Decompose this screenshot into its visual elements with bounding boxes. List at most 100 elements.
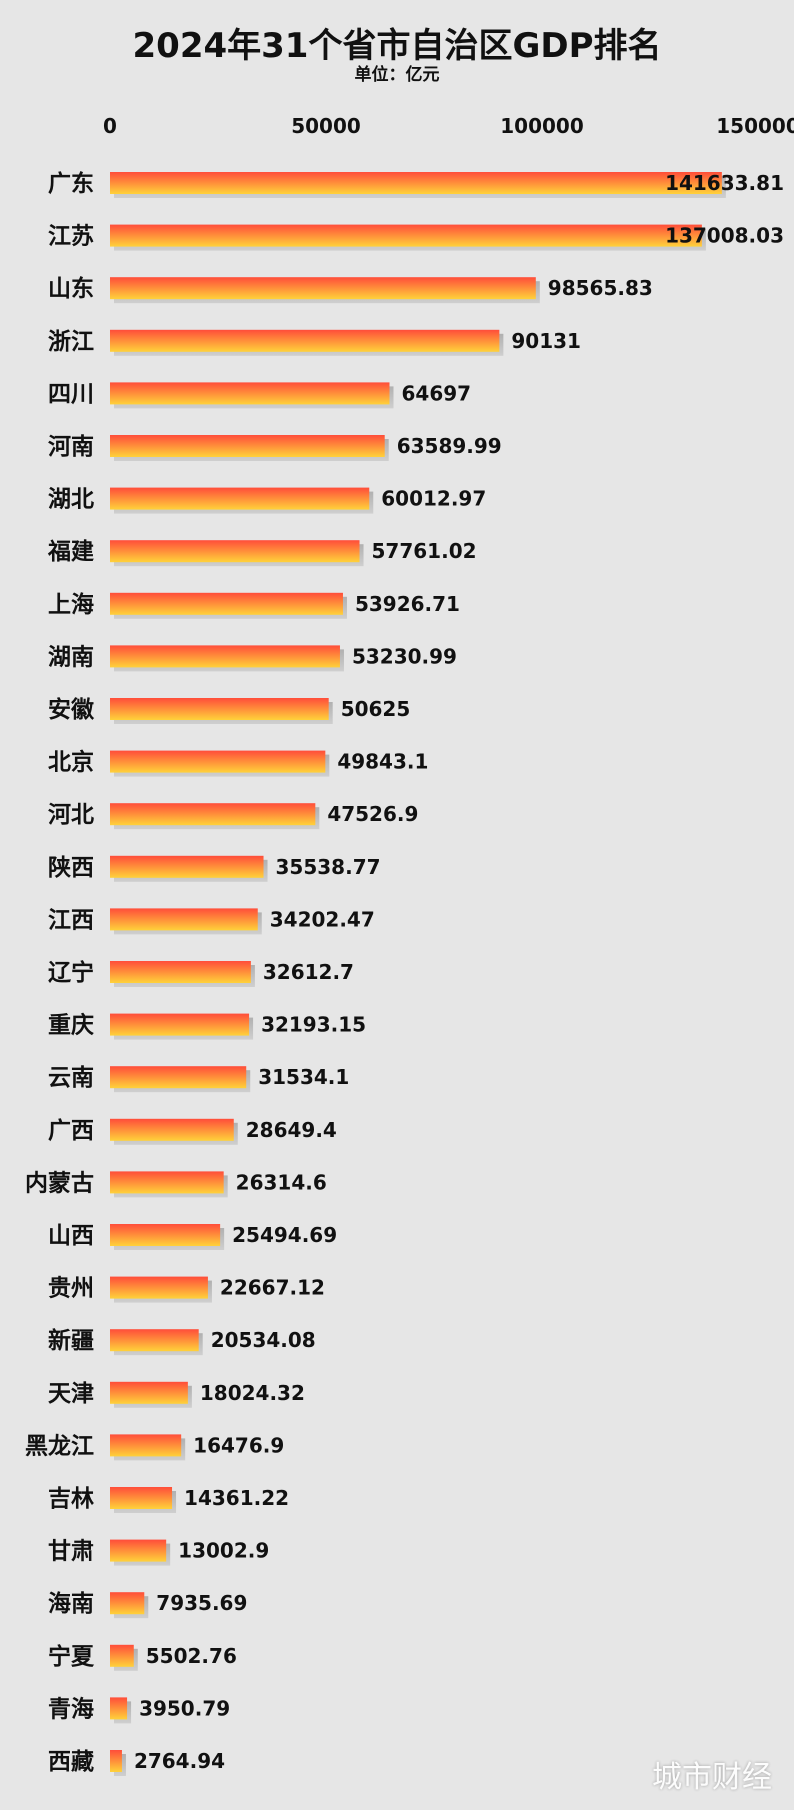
value-label: 16476.9	[193, 1433, 284, 1457]
bar	[110, 277, 536, 300]
bar	[110, 855, 264, 878]
category-label: 黑龙江	[25, 1433, 94, 1459]
value-label: 3950.79	[139, 1696, 230, 1720]
value-label: 13002.9	[178, 1539, 269, 1563]
category-label: 云南	[48, 1065, 94, 1091]
value-label: 57761.02	[372, 539, 477, 563]
bar	[110, 172, 722, 194]
value-label: 28649.4	[246, 1118, 337, 1142]
value-label: 35538.77	[276, 855, 381, 879]
category-label: 浙江	[48, 329, 94, 355]
bar	[110, 1171, 224, 1194]
value-label: 137008.03	[665, 224, 784, 248]
category-label: 山东	[48, 275, 94, 302]
category-label: 青海	[48, 1695, 94, 1722]
x-tick-label: 0	[103, 114, 117, 138]
category-label: 天津	[48, 1380, 94, 1407]
category-label: 江西	[48, 907, 94, 933]
bar	[110, 961, 251, 983]
bar	[110, 1697, 128, 1720]
bar	[110, 1592, 145, 1615]
category-label: 江苏	[48, 224, 94, 250]
value-label: 60012.97	[381, 487, 486, 511]
category-label: 四川	[48, 381, 94, 407]
bar	[110, 382, 390, 405]
x-tick-label: 100000	[500, 114, 584, 138]
bar	[110, 1539, 167, 1562]
value-label: 14361.22	[184, 1486, 289, 1510]
category-label: 上海	[48, 591, 94, 618]
category-label: 广东	[48, 170, 94, 197]
x-tick-label: 150000	[716, 114, 794, 138]
bar	[110, 750, 326, 773]
value-label: 32612.7	[263, 960, 354, 984]
value-label: 7935.69	[156, 1591, 247, 1615]
value-label: 53926.71	[355, 592, 460, 616]
category-label: 西藏	[48, 1749, 94, 1775]
value-label: 22667.12	[220, 1276, 325, 1300]
category-label: 重庆	[48, 1012, 94, 1039]
bar	[110, 540, 360, 563]
category-label: 山西	[48, 1223, 94, 1249]
bar	[110, 1118, 234, 1141]
value-label: 20534.08	[211, 1328, 316, 1352]
bar	[110, 645, 340, 668]
bar	[110, 803, 316, 826]
category-label: 内蒙古	[25, 1170, 94, 1196]
category-label: 安徽	[48, 696, 95, 723]
bar	[110, 1276, 208, 1299]
category-label: 新疆	[48, 1327, 94, 1354]
bar	[110, 435, 385, 457]
value-label: 53230.99	[352, 644, 457, 668]
value-label: 141633.81	[665, 171, 784, 195]
watermark: 城市财经	[652, 1760, 772, 1795]
chart-subtitle: 单位：亿元	[354, 65, 440, 85]
category-label: 吉林	[48, 1485, 94, 1512]
category-label: 福建	[47, 539, 94, 565]
value-label: 26314.6	[236, 1170, 327, 1194]
category-label: 河北	[48, 802, 94, 828]
value-label: 49843.1	[337, 750, 428, 774]
value-label: 2764.94	[134, 1749, 225, 1773]
value-label: 18024.32	[200, 1381, 305, 1405]
bar	[110, 1487, 173, 1509]
category-label: 陕西	[48, 854, 94, 881]
bar	[110, 698, 329, 720]
category-label: 广西	[48, 1117, 94, 1144]
bar	[110, 592, 343, 615]
category-label: 河南	[48, 434, 94, 460]
value-label: 50625	[341, 697, 411, 721]
category-label: 宁夏	[48, 1643, 95, 1670]
value-label: 5502.76	[146, 1644, 237, 1668]
category-label: 辽宁	[48, 959, 94, 986]
bar	[110, 224, 702, 247]
bar	[110, 1434, 182, 1457]
value-label: 34202.47	[270, 907, 375, 931]
category-label: 湖北	[48, 487, 94, 513]
value-label: 25494.69	[232, 1223, 337, 1247]
value-label: 63589.99	[397, 434, 502, 458]
category-label: 湖南	[48, 644, 94, 670]
chart-title: 2024年31个省市自治区GDP排名	[132, 26, 662, 66]
bar	[110, 1381, 188, 1404]
bar	[110, 1329, 199, 1352]
value-label: 98565.83	[548, 276, 653, 300]
value-label: 32193.15	[261, 1013, 366, 1037]
category-label: 甘肃	[48, 1539, 94, 1565]
category-label: 海南	[48, 1590, 94, 1617]
bar	[110, 1013, 250, 1036]
bar	[110, 329, 500, 352]
category-label: 北京	[48, 749, 94, 776]
category-label: 贵州	[48, 1276, 94, 1302]
bar	[110, 1750, 122, 1772]
value-label: 47526.9	[327, 802, 418, 826]
bar	[110, 1224, 221, 1246]
x-tick-label: 50000	[291, 114, 361, 138]
value-label: 31534.1	[258, 1065, 349, 1089]
value-label: 64697	[401, 381, 471, 405]
bar	[110, 1066, 247, 1089]
bar	[110, 908, 258, 931]
value-label: 90131	[511, 329, 581, 353]
bar	[110, 1644, 134, 1667]
